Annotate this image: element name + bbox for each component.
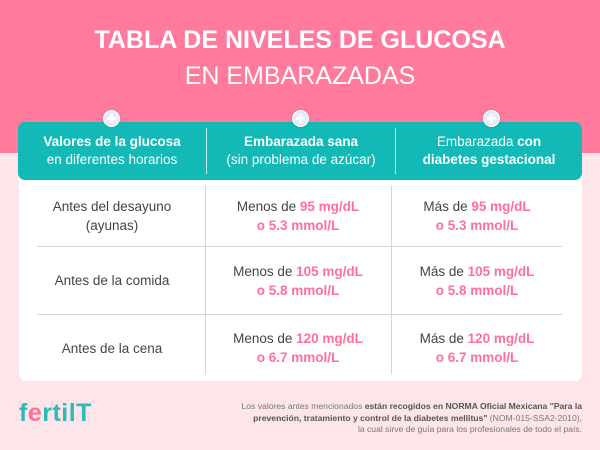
- logo-target-e: e: [27, 399, 43, 427]
- page-title: TABLA DE NIVELES DE GLUCOSA: [94, 26, 506, 54]
- gestational-value-line1: Más de 120 mg/dL: [391, 329, 563, 348]
- column-divider: [391, 186, 392, 374]
- header-divider: [206, 128, 207, 174]
- row-label-line1: Antes del desayuno: [52, 199, 172, 214]
- header-divider: [395, 128, 396, 174]
- value-prefix: Menos de: [236, 199, 300, 214]
- column-header-gestational-line1: Embarazada con: [396, 133, 582, 151]
- table-row-label: Antes de la cena: [19, 315, 205, 381]
- healthy-value-line1: Menos de 105 mg/dL: [205, 262, 391, 281]
- gestational-value-line1: Más de 105 mg/dL: [391, 262, 563, 281]
- footnote: Los valores antes mencionados están reco…: [222, 401, 583, 436]
- column-header-time-title: Valores de la glucosa: [43, 134, 181, 149]
- healthy-value: Menos de 120 mg/dL o 6.7 mmol/L: [205, 315, 391, 381]
- gestational-value-line1: Más de 95 mg/dL: [391, 197, 563, 216]
- table-header: Valores de la glucosa en diferentes hora…: [18, 122, 582, 180]
- fertilt-logo: fertilT: [19, 399, 92, 428]
- plus-circle-icon: [483, 110, 500, 127]
- value-prefix: Menos de: [233, 331, 297, 346]
- logo-part: f: [19, 399, 28, 427]
- value-mg: 120 mg/dL: [296, 331, 363, 346]
- column-divider: [205, 186, 206, 374]
- row-label-line1: Antes de la comida: [54, 273, 170, 288]
- gestational-value: Más de 120 mg/dL o 6.7 mmol/L: [391, 315, 563, 381]
- value-mmol: o 5.8 mmol/L: [435, 282, 519, 298]
- page-subtitle: EN EMBARAZADAS: [184, 62, 416, 90]
- row-label-line1: Antes de la cena: [61, 340, 163, 356]
- value-mmol: o 5.8 mmol/L: [256, 282, 340, 298]
- value-mg: 105 mg/dL: [296, 263, 363, 279]
- logo-part: rtilT: [42, 399, 92, 427]
- value-prefix: Más de: [419, 331, 468, 346]
- value-mmol: o 6.7 mmol/L: [435, 350, 519, 365]
- value-mg: 95 mg/dL: [299, 199, 360, 214]
- value-prefix: Más de: [419, 263, 468, 279]
- column-header-time-subtitle: en diferentes horarios: [46, 152, 178, 167]
- healthy-value-line1: Menos de 95 mg/dL: [205, 197, 391, 216]
- footnote-bold: están recogidos en NORMA Oficial Mexican…: [253, 401, 582, 423]
- table-row-label: Antes del desayuno (ayunas): [19, 186, 205, 246]
- plus-circle-icon: [292, 110, 309, 127]
- row-divider: [37, 314, 562, 315]
- healthy-value-line1: Menos de 120 mg/dL: [205, 329, 391, 348]
- column-header-healthy: Embarazada sana (sin problema de azúcar): [207, 122, 395, 180]
- table-row-label: Antes de la comida: [19, 247, 205, 314]
- value-prefix: Más de: [423, 199, 472, 214]
- healthy-value: Menos de 95 mg/dL o 5.3 mmol/L: [205, 186, 391, 246]
- healthy-value: Menos de 105 mg/dL o 5.8 mmol/L: [205, 247, 391, 314]
- column-header-healthy-title: Embarazada sana: [243, 134, 359, 149]
- footnote-text: (NOM-015-SSA2-2010),: [487, 412, 582, 423]
- value-prefix: Menos de: [233, 263, 297, 279]
- value-mg: 120 mg/dL: [467, 331, 535, 346]
- column-header-healthy-subtitle: (sin problema de azúcar): [226, 152, 376, 167]
- value-mmol: o 5.3 mmol/L: [256, 218, 340, 233]
- plus-circle-icon: [103, 110, 120, 127]
- row-divider: [37, 246, 562, 247]
- gestational-value: Más de 95 mg/dL o 5.3 mmol/L: [391, 186, 563, 246]
- gestational-value: Más de 105 mg/dL o 5.8 mmol/L: [391, 247, 563, 314]
- column-header-gestational-prefix: Embarazada: [436, 134, 518, 149]
- footnote-text: la cual sirve de guía para los profesion…: [357, 424, 582, 434]
- value-mmol: o 5.3 mmol/L: [435, 218, 519, 233]
- value-mg: 95 mg/dL: [471, 199, 531, 214]
- value-mmol: o 6.7 mmol/L: [256, 350, 340, 365]
- column-header-gestational-line2: diabetes gestacional: [422, 152, 556, 167]
- column-header-gestational-suffix: con: [517, 134, 542, 149]
- footnote-text: Los valores antes mencionados: [241, 401, 365, 411]
- value-mg: 105 mg/dL: [467, 263, 535, 279]
- row-label-line2: (ayunas): [85, 218, 139, 233]
- column-header-gestational: Embarazada con diabetes gestacional: [396, 122, 582, 180]
- column-header-time: Valores de la glucosa en diferentes hora…: [18, 122, 206, 180]
